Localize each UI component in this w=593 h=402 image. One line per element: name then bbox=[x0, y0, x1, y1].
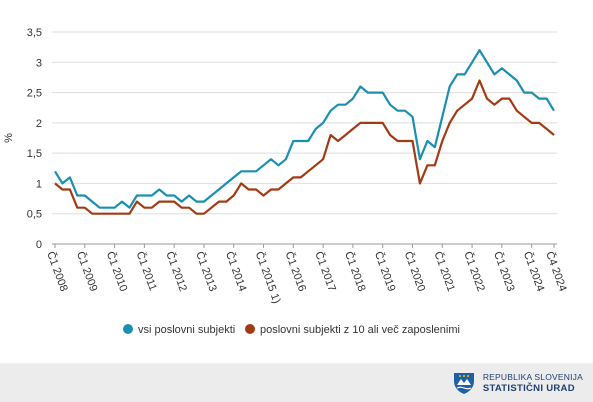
y-tick-label: 0,5 bbox=[27, 209, 42, 221]
x-tick-label: Č1 2019 bbox=[372, 250, 398, 294]
x-tick-label: Č1 2020 bbox=[402, 250, 428, 294]
x-tick-label: Č1 2017 bbox=[312, 250, 338, 294]
coat-of-arms-icon bbox=[453, 373, 474, 394]
legend-marker-2 bbox=[245, 324, 255, 334]
series-group bbox=[54, 49, 555, 215]
logo: REPUBLIKA SLOVENIJA STATISTIČNI URAD bbox=[451, 371, 583, 395]
x-tick-label: Č1 2013 bbox=[193, 250, 219, 294]
x-tick-label: Č1 2012 bbox=[163, 250, 189, 294]
legend-marker-1 bbox=[123, 324, 133, 334]
x-tick-label: Č1 2010 bbox=[104, 250, 130, 294]
x-tick-label: Č4 2024 bbox=[543, 250, 569, 294]
logo-line-1: REPUBLIKA SLOVENIJA bbox=[482, 372, 583, 382]
x-tick-label: Č1 2015 1) bbox=[253, 250, 284, 306]
legend-label-2: poslovni subjekti z 10 ali več zaposleni… bbox=[260, 324, 460, 336]
legend: vsi poslovni subjekti poslovni subjekti z… bbox=[123, 324, 460, 336]
series-line-2 bbox=[54, 79, 555, 215]
y-tick-label: 0 bbox=[36, 239, 42, 251]
y-axis-ticks: 0 0,5 1 1,5 2 2,5 3 3,5 bbox=[27, 27, 42, 251]
x-tick-label: Č1 2021 bbox=[431, 250, 457, 294]
y-tick-label: 2,5 bbox=[27, 88, 42, 100]
legend-label-1: vsi poslovni subjekti bbox=[138, 324, 235, 336]
x-tick-label: Č1 2024 bbox=[521, 250, 547, 294]
y-tick-label: 3,5 bbox=[27, 27, 42, 39]
y-tick-label: 3 bbox=[36, 57, 42, 69]
x-axis: Č1 2008 Č1 2009 Č1 2010 Č1 2011 Č1 2012 Č1 20… bbox=[44, 244, 570, 306]
logo-line-2: STATISTIČNI URAD bbox=[482, 383, 575, 394]
y-tick-label: 2 bbox=[36, 118, 42, 130]
y-tick-label: 1,5 bbox=[27, 148, 42, 160]
x-tick-label: Č1 2014 bbox=[223, 250, 249, 294]
x-tick-label: Č1 2008 bbox=[44, 250, 70, 294]
x-tick-label: Č1 2018 bbox=[342, 250, 368, 294]
x-tick-label: Č1 2011 bbox=[134, 250, 160, 293]
y-tick-label: 1 bbox=[36, 178, 42, 190]
gridlines bbox=[52, 31, 557, 245]
x-tick-label: Č1 2022 bbox=[461, 250, 487, 294]
x-tick-label: Č1 2009 bbox=[74, 250, 100, 294]
x-tick-label: Č1 2016 bbox=[283, 250, 309, 294]
series-line-1 bbox=[54, 49, 555, 209]
x-tick-label: Č1 2023 bbox=[491, 250, 517, 294]
footer-bar: REPUBLIKA SLOVENIJA STATISTIČNI URAD bbox=[0, 363, 593, 402]
y-axis-label: % bbox=[3, 133, 15, 143]
